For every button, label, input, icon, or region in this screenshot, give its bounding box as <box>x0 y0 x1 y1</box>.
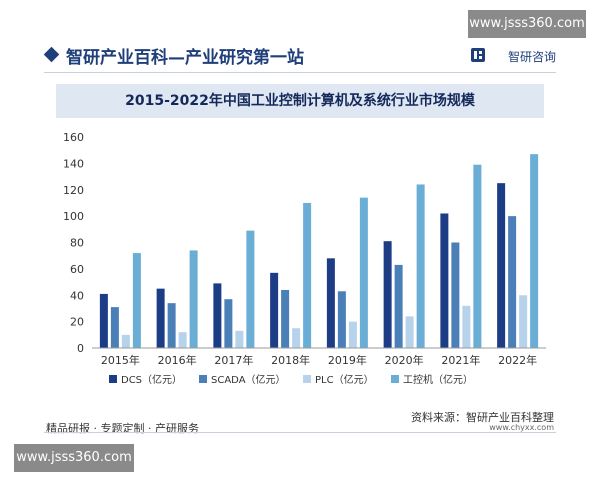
legend-label-dcs: DCS（亿元） <box>121 373 182 386</box>
legend-swatch-plc <box>303 375 311 383</box>
x-tick-label: 2022年 <box>498 353 537 367</box>
bar-dcs <box>156 288 165 348</box>
watermark-top: www.jsss360.com <box>468 10 586 38</box>
bar-plc <box>405 316 414 348</box>
bar-ipc <box>416 184 425 348</box>
footer-divider <box>44 432 556 433</box>
watermark-bottom: www.jsss360.com <box>14 444 134 472</box>
y-tick-label: 100 <box>63 210 84 223</box>
x-tick-label: 2020年 <box>385 353 424 367</box>
bar-scada <box>394 264 403 348</box>
bar-dcs <box>270 272 279 348</box>
bar-dcs <box>383 241 392 348</box>
x-tick-label: 2021年 <box>441 353 480 367</box>
legend-label-scada: SCADA（亿元） <box>211 373 286 386</box>
header-divider <box>44 72 556 73</box>
y-tick-label: 120 <box>63 184 84 197</box>
chart-title-band: 2015-2022年中国工业控制计算机及系统行业市场规模 <box>56 84 544 118</box>
x-tick-label: 2018年 <box>271 353 310 367</box>
bar-ipc <box>303 202 312 348</box>
bar-scada <box>451 242 460 348</box>
bar-scada <box>167 303 176 348</box>
footer-slogan: 精品研报 · 专题定制 · 产研服务 <box>46 422 199 435</box>
y-tick-label: 40 <box>70 289 84 302</box>
bar-plc <box>235 330 244 348</box>
bar-scada <box>508 216 517 348</box>
bar-plc <box>178 332 187 348</box>
legend-label-plc: PLC（亿元） <box>315 373 374 386</box>
y-tick-label: 0 <box>77 342 84 355</box>
page-header: 智研产业百科—产业研究第一站 智研咨询 <box>43 42 556 68</box>
bar-plc <box>462 305 471 348</box>
legend-swatch-dcs <box>109 375 117 383</box>
source-site: www.chyxx.com <box>489 423 554 432</box>
x-tick-label: 2016年 <box>158 353 197 367</box>
brand-logo-icon <box>471 48 485 62</box>
bar-plc <box>292 328 301 348</box>
bar-scada <box>281 289 290 348</box>
bar-plc <box>348 321 357 348</box>
bar-dcs <box>99 293 108 348</box>
x-tick-label: 2019年 <box>328 353 367 367</box>
bar-dcs <box>213 283 222 348</box>
y-tick-label: 140 <box>63 157 84 170</box>
legend-swatch-ipc <box>391 375 399 383</box>
bar-dcs <box>326 258 335 348</box>
bar-scada <box>110 307 119 348</box>
y-tick-label: 160 <box>63 131 84 144</box>
bar-plc <box>121 334 130 348</box>
x-tick-label: 2015年 <box>101 353 140 367</box>
bar-ipc <box>530 154 539 348</box>
bar-ipc <box>189 250 198 348</box>
y-tick-label: 60 <box>70 263 84 276</box>
chart-title: 2015-2022年中国工业控制计算机及系统行业市场规模 <box>125 93 475 109</box>
header-title: 智研产业百科—产业研究第一站 <box>66 48 304 68</box>
x-tick-label: 2017年 <box>214 353 253 367</box>
y-tick-label: 20 <box>70 316 84 329</box>
legend-label-ipc: 工控机（亿元） <box>403 373 473 386</box>
bar-scada <box>337 291 346 348</box>
bar-plc <box>519 295 528 348</box>
bar-ipc <box>473 164 482 348</box>
bar-ipc <box>132 253 141 348</box>
legend-swatch-scada <box>199 375 207 383</box>
bar-dcs <box>497 183 506 348</box>
bar-ipc <box>246 230 255 348</box>
source-note: 资料来源：智研产业百科整理 <box>411 411 554 424</box>
bar-ipc <box>359 197 368 348</box>
bar-scada <box>224 299 233 348</box>
y-tick-label: 80 <box>70 237 84 250</box>
bar-dcs <box>440 213 449 348</box>
brand-name: 智研咨询 <box>507 50 556 64</box>
